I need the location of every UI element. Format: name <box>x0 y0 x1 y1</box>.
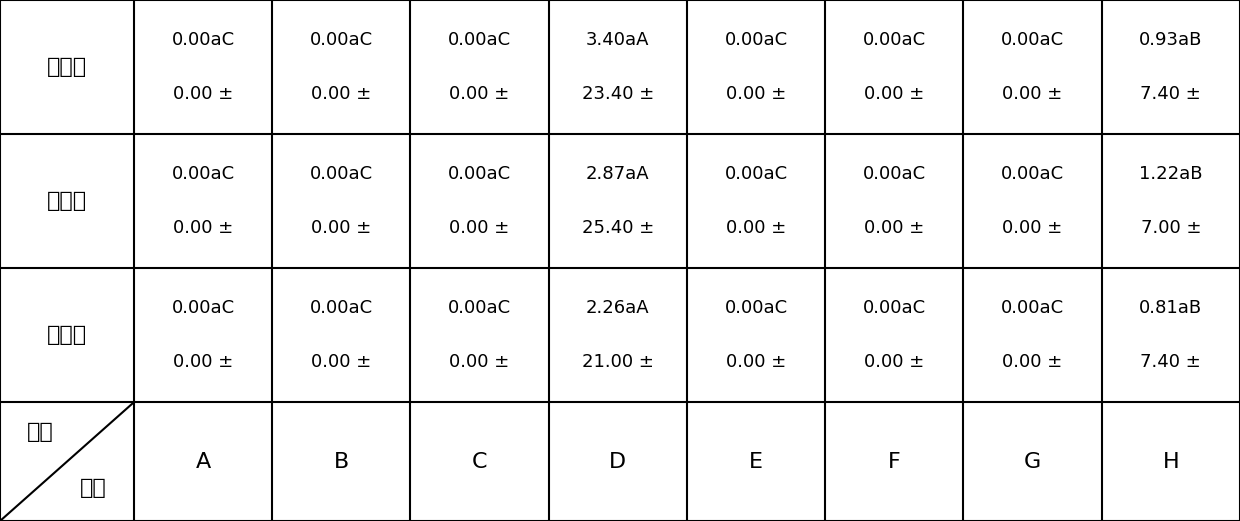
Text: 0.00 ±: 0.00 ± <box>864 85 925 103</box>
Text: 0.00aC: 0.00aC <box>310 31 373 49</box>
Text: 1.22aB: 1.22aB <box>1140 165 1203 183</box>
Text: 0.00aC: 0.00aC <box>1001 165 1064 183</box>
Text: 0.00aC: 0.00aC <box>448 165 511 183</box>
Text: 0.00aC: 0.00aC <box>448 31 511 49</box>
Text: 21.00 ±: 21.00 ± <box>582 353 653 371</box>
Text: C: C <box>471 452 487 472</box>
Text: 0.00 ±: 0.00 ± <box>864 219 925 237</box>
Text: D: D <box>609 452 626 472</box>
Text: 0.00 ±: 0.00 ± <box>311 219 372 237</box>
Text: 0.00 ±: 0.00 ± <box>172 353 233 371</box>
Text: 0.00 ±: 0.00 ± <box>172 219 233 237</box>
Text: 0.00aC: 0.00aC <box>310 300 373 317</box>
Text: B: B <box>334 452 348 472</box>
Text: 0.00 ±: 0.00 ± <box>449 219 510 237</box>
Text: H: H <box>1163 452 1179 472</box>
Text: 7.40 ±: 7.40 ± <box>1141 353 1202 371</box>
Text: 0.00 ±: 0.00 ± <box>864 353 925 371</box>
Text: 第一天: 第一天 <box>47 325 87 345</box>
Text: 0.00aC: 0.00aC <box>1001 31 1064 49</box>
Text: 0.00aC: 0.00aC <box>171 300 234 317</box>
Text: 试芯: 试芯 <box>81 478 107 498</box>
Text: 0.93aB: 0.93aB <box>1140 31 1203 49</box>
Text: 0.00aC: 0.00aC <box>863 165 926 183</box>
Text: 0.00aC: 0.00aC <box>448 300 511 317</box>
Text: 7.40 ±: 7.40 ± <box>1141 85 1202 103</box>
Text: 23.40 ±: 23.40 ± <box>582 85 653 103</box>
Text: 0.00 ±: 0.00 ± <box>311 85 372 103</box>
Text: 0.00 ±: 0.00 ± <box>172 85 233 103</box>
Text: 2.87aA: 2.87aA <box>587 165 650 183</box>
Text: 0.00aC: 0.00aC <box>724 31 787 49</box>
Text: 时间: 时间 <box>27 422 53 442</box>
Text: 0.00 ±: 0.00 ± <box>449 353 510 371</box>
Text: 0.00aC: 0.00aC <box>863 31 926 49</box>
Text: G: G <box>1024 452 1042 472</box>
Text: A: A <box>196 452 211 472</box>
Text: 0.00 ±: 0.00 ± <box>1002 219 1063 237</box>
Text: 3.40aA: 3.40aA <box>587 31 650 49</box>
Text: 0.00aC: 0.00aC <box>171 165 234 183</box>
Text: 0.00 ±: 0.00 ± <box>725 353 786 371</box>
Text: 0.00aC: 0.00aC <box>724 165 787 183</box>
Text: 0.00 ±: 0.00 ± <box>725 85 786 103</box>
Text: 7.00 ±: 7.00 ± <box>1141 219 1202 237</box>
Text: 0.00aC: 0.00aC <box>724 300 787 317</box>
Text: 0.00 ±: 0.00 ± <box>1002 85 1063 103</box>
Text: 0.00 ±: 0.00 ± <box>1002 353 1063 371</box>
Text: E: E <box>749 452 763 472</box>
Text: 第三天: 第三天 <box>47 57 87 77</box>
Text: 0.00 ±: 0.00 ± <box>725 219 786 237</box>
Text: 2.26aA: 2.26aA <box>587 300 650 317</box>
Text: 25.40 ±: 25.40 ± <box>582 219 653 237</box>
Text: 0.00aC: 0.00aC <box>310 165 373 183</box>
Text: F: F <box>888 452 900 472</box>
Text: 0.00aC: 0.00aC <box>863 300 926 317</box>
Text: 0.00aC: 0.00aC <box>171 31 234 49</box>
Text: 0.00aC: 0.00aC <box>1001 300 1064 317</box>
Text: 第二天: 第二天 <box>47 191 87 211</box>
Text: 0.00 ±: 0.00 ± <box>449 85 510 103</box>
Text: 0.81aB: 0.81aB <box>1140 300 1203 317</box>
Text: 0.00 ±: 0.00 ± <box>311 353 372 371</box>
